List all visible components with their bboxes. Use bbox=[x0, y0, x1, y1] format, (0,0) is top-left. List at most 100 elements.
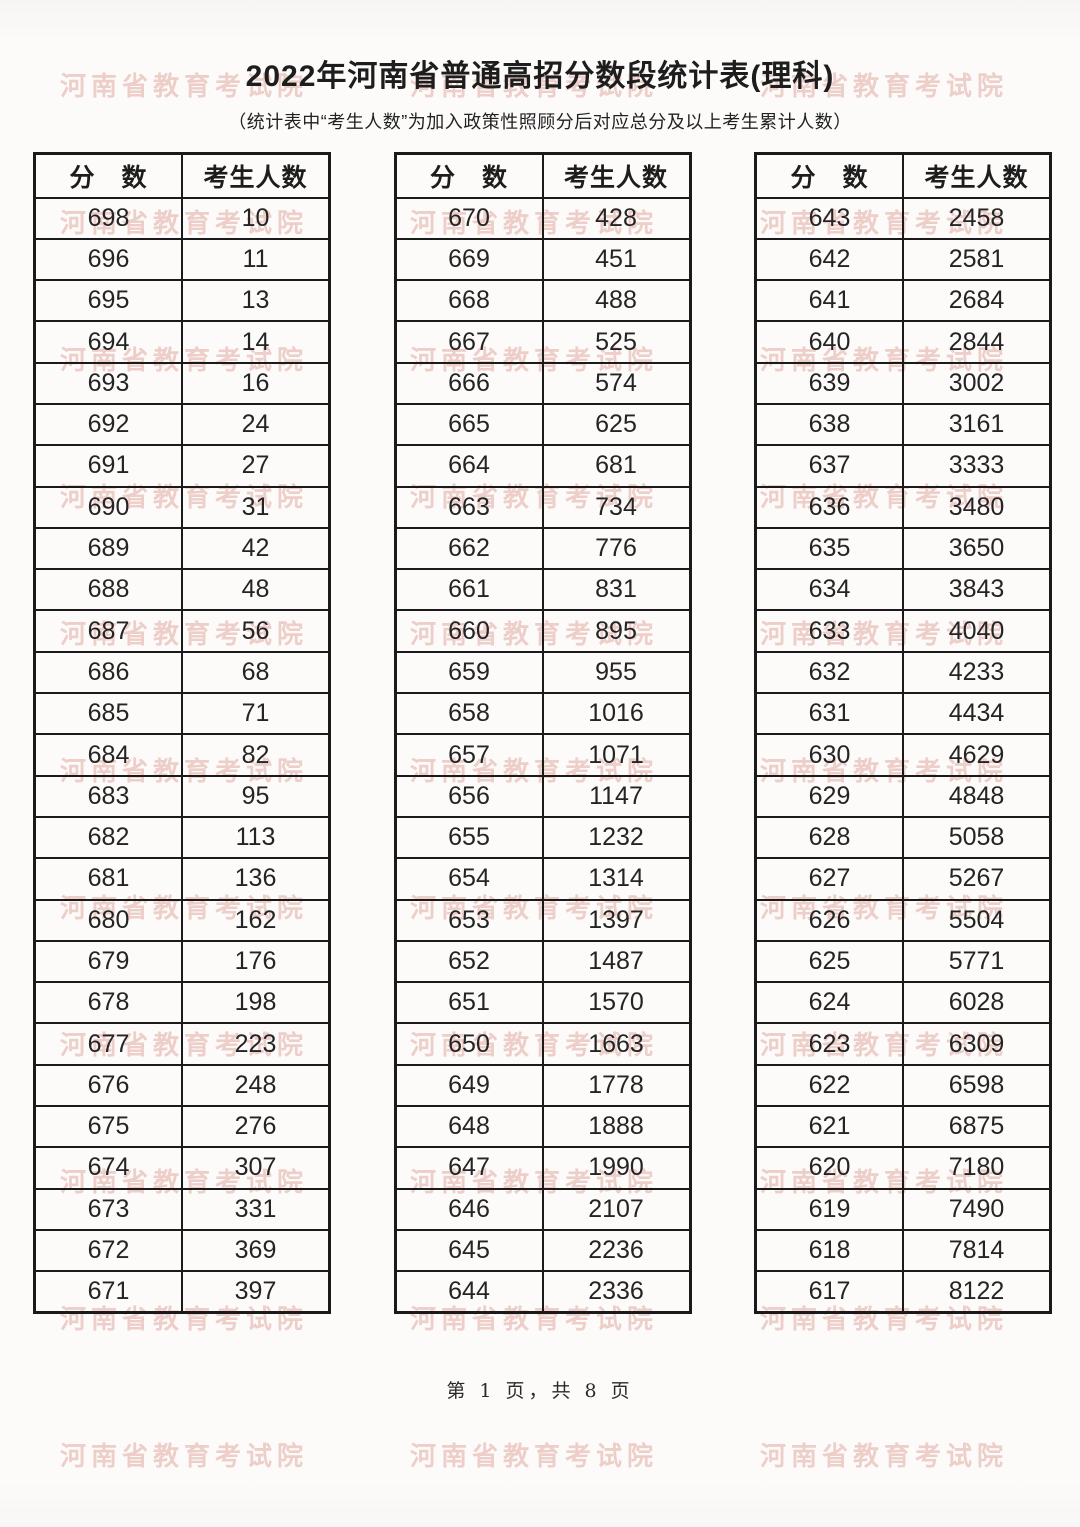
table-row: 671 397 bbox=[33, 1270, 331, 1314]
count-cell: 831 bbox=[541, 568, 691, 612]
score-cell: 627 bbox=[754, 857, 904, 901]
count-cell: 2236 bbox=[541, 1228, 691, 1273]
score-cell: 655 bbox=[394, 815, 544, 860]
score-cell: 661 bbox=[394, 568, 544, 612]
table-row: 676 248 bbox=[33, 1063, 331, 1108]
table-row: 646 2107 bbox=[394, 1187, 691, 1231]
count-cell: 31 bbox=[181, 485, 331, 529]
count-cell: 176 bbox=[181, 939, 331, 984]
score-cell: 665 bbox=[394, 402, 544, 447]
table-row: 667 525 bbox=[394, 320, 691, 364]
score-cell: 622 bbox=[754, 1063, 904, 1108]
table-row: 673 331 bbox=[33, 1187, 331, 1231]
count-cell: 42 bbox=[181, 526, 331, 571]
header-row: 分 数 考生人数 bbox=[754, 152, 1052, 199]
score-cell: 669 bbox=[394, 237, 544, 282]
count-cell: 625 bbox=[541, 402, 691, 447]
score-cell: 690 bbox=[33, 485, 183, 529]
count-cell: 1314 bbox=[541, 857, 691, 901]
score-cell: 617 bbox=[754, 1270, 904, 1314]
count-cell: 1232 bbox=[541, 815, 691, 860]
count-cell: 428 bbox=[541, 196, 691, 240]
table-row: 653 1397 bbox=[394, 898, 691, 942]
count-cell: 1071 bbox=[541, 733, 691, 777]
score-cell: 683 bbox=[33, 774, 183, 818]
score-cell: 693 bbox=[33, 361, 183, 405]
count-cell: 68 bbox=[181, 650, 331, 695]
score-cell: 634 bbox=[754, 568, 904, 612]
count-cell: 1487 bbox=[541, 939, 691, 984]
table-row: 630 4629 bbox=[754, 733, 1052, 777]
count-cell: 4434 bbox=[902, 692, 1052, 736]
table-row: 692 24 bbox=[33, 402, 331, 447]
score-cell: 633 bbox=[754, 609, 904, 653]
count-cell: 3480 bbox=[902, 485, 1052, 529]
score-cell: 651 bbox=[394, 981, 544, 1025]
table-row: 694 14 bbox=[33, 320, 331, 364]
score-cell: 694 bbox=[33, 320, 183, 364]
score-cell: 689 bbox=[33, 526, 183, 571]
count-cell: 895 bbox=[541, 609, 691, 653]
score-cell: 684 bbox=[33, 733, 183, 777]
table-row: 655 1232 bbox=[394, 815, 691, 860]
score-table-3: 分 数 考生人数 643 2458 642 2581 641 2684 640 2844 639… bbox=[754, 152, 1052, 1315]
score-cell: 660 bbox=[394, 609, 544, 653]
table-row: 635 3650 bbox=[754, 526, 1052, 571]
count-cell: 5771 bbox=[902, 939, 1052, 984]
count-cell: 3002 bbox=[902, 361, 1052, 405]
watermark-text: 河南省教育考试院 bbox=[60, 1442, 309, 1472]
score-cell: 652 bbox=[394, 939, 544, 984]
score-table-2: 分 数 考生人数 670 428 669 451 668 488 667 525 666 574 6… bbox=[393, 152, 692, 1315]
score-cell: 648 bbox=[394, 1105, 544, 1149]
score-cell: 691 bbox=[33, 444, 183, 488]
count-cell: 488 bbox=[541, 279, 691, 323]
column-header-score: 分 数 bbox=[394, 152, 544, 199]
table-row: 631 4434 bbox=[754, 692, 1052, 736]
table-row: 672 369 bbox=[33, 1228, 331, 1273]
score-cell: 687 bbox=[33, 609, 183, 653]
table-row: 698 10 bbox=[33, 196, 331, 240]
count-cell: 5058 bbox=[902, 815, 1052, 860]
table-row: 621 6875 bbox=[754, 1105, 1052, 1149]
table-row: 628 5058 bbox=[754, 815, 1052, 860]
score-cell: 688 bbox=[33, 568, 183, 612]
score-cell: 692 bbox=[33, 402, 183, 447]
count-cell: 776 bbox=[541, 526, 691, 571]
table-row: 619 7490 bbox=[754, 1187, 1052, 1231]
score-cell: 618 bbox=[754, 1228, 904, 1273]
table-row: 696 11 bbox=[33, 237, 331, 282]
table-row: 624 6028 bbox=[754, 981, 1052, 1025]
table-row: 638 3161 bbox=[754, 402, 1052, 447]
count-cell: 331 bbox=[181, 1187, 331, 1231]
score-cell: 654 bbox=[394, 857, 544, 901]
score-cell: 626 bbox=[754, 898, 904, 942]
count-cell: 955 bbox=[541, 650, 691, 695]
table-row: 620 7180 bbox=[754, 1146, 1052, 1190]
score-cell: 670 bbox=[394, 196, 544, 240]
table-row: 634 3843 bbox=[754, 568, 1052, 612]
watermark-text: 河南省教育考试院 bbox=[410, 1442, 659, 1472]
table-row: 680 162 bbox=[33, 898, 331, 942]
count-cell: 369 bbox=[181, 1228, 331, 1273]
watermark-text: 河南省教育考试院 bbox=[60, 72, 309, 102]
table-row: 654 1314 bbox=[394, 857, 691, 901]
score-cell: 667 bbox=[394, 320, 544, 364]
score-cell: 671 bbox=[33, 1270, 183, 1314]
count-cell: 1397 bbox=[541, 898, 691, 942]
table-row: 647 1990 bbox=[394, 1146, 691, 1190]
score-cell: 656 bbox=[394, 774, 544, 818]
count-cell: 24 bbox=[181, 402, 331, 447]
table-row: 682 113 bbox=[33, 815, 331, 860]
table-row: 662 776 bbox=[394, 526, 691, 571]
score-cell: 638 bbox=[754, 402, 904, 447]
tables-container: 分 数 考生人数 698 10 696 11 695 13 694 14 693 16 692 24 6… bbox=[0, 152, 1080, 1315]
column-header-count: 考生人数 bbox=[181, 152, 331, 199]
score-cell: 682 bbox=[33, 815, 183, 860]
table-row: 660 895 bbox=[394, 609, 691, 653]
count-cell: 4233 bbox=[902, 650, 1052, 695]
table-row: 644 2336 bbox=[394, 1270, 691, 1314]
score-cell: 659 bbox=[394, 650, 544, 695]
table-row: 689 42 bbox=[33, 526, 331, 571]
table-row: 656 1147 bbox=[394, 774, 691, 818]
count-cell: 113 bbox=[181, 815, 331, 860]
